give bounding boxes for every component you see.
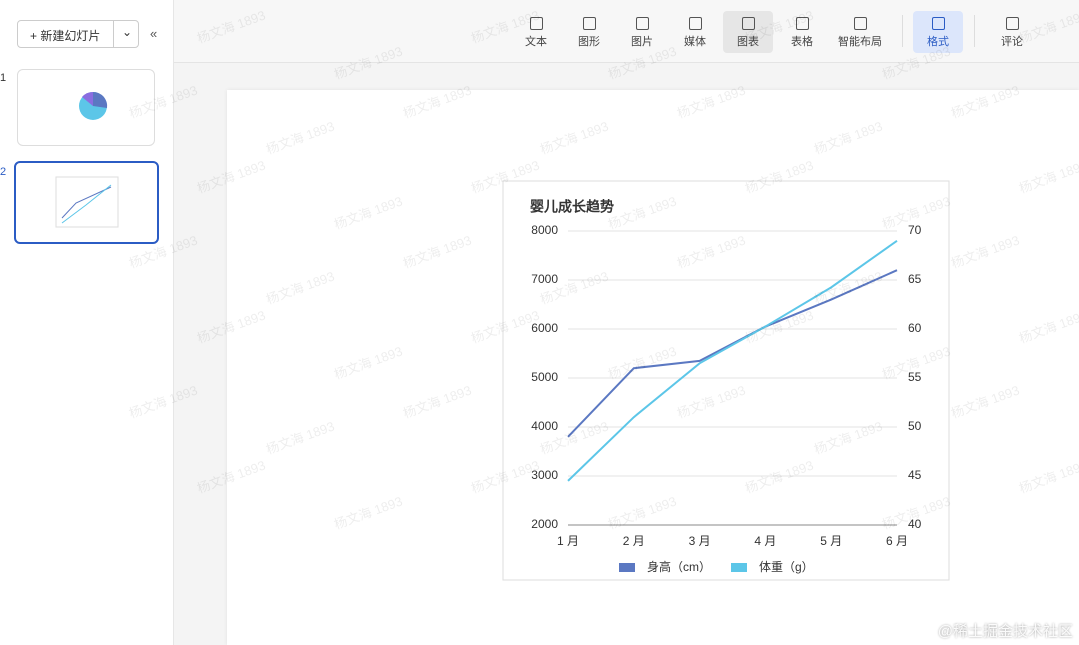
x-tick-label: 2 月 [623, 534, 645, 548]
watermark: 杨文海 1893 [127, 382, 199, 421]
slide-thumb-active[interactable] [14, 161, 159, 244]
watermark: 杨文海 1893 [880, 43, 952, 82]
watermark: 杨文海 1893 [195, 7, 267, 46]
x-tick-label: 6 月 [886, 534, 908, 548]
watermark: 杨文海 1893 [127, 232, 199, 271]
collapse-button[interactable]: « [150, 26, 158, 41]
y2-tick-label: 65 [908, 272, 922, 286]
toolbar-button[interactable]: 图片 [617, 11, 667, 53]
watermark: 杨文海 1893 [195, 157, 267, 196]
new-slide-button[interactable]: + 新建幻灯片 ⌄ [17, 20, 139, 48]
watermark: 杨文海 1893 [401, 232, 473, 271]
x-tick-label: 5 月 [820, 534, 842, 548]
watermark: 杨文海 1893 [949, 232, 1021, 271]
toolbar-button[interactable]: 图表 [723, 11, 773, 53]
toolbar-button[interactable]: 格式 [913, 11, 963, 53]
watermark: 杨文海 1893 [401, 382, 473, 421]
toolbar-button[interactable]: 表格 [777, 11, 827, 53]
toolbar-label[interactable]: 图片 [631, 36, 653, 48]
y-tick-label: 4000 [531, 419, 558, 433]
slide-thumb[interactable] [17, 69, 155, 146]
toolbar-button[interactable]: 评论 [987, 11, 1037, 53]
watermark: 杨文海 1893 [264, 418, 336, 457]
watermark: 杨文海 1893 [195, 307, 267, 346]
watermark: 杨文海 1893 [538, 118, 610, 157]
legend-swatch [619, 563, 635, 572]
y-tick-label: 3000 [531, 468, 558, 482]
watermark: 杨文海 1893 [332, 493, 404, 532]
watermark: 杨文海 1893 [743, 7, 815, 46]
slide-panel: + 新建幻灯片 ⌄ « 1 2 [0, 0, 174, 645]
toolbar-label[interactable]: 文本 [525, 36, 547, 48]
watermark: 杨文海 1893 [264, 268, 336, 307]
y-tick-label: 8000 [531, 223, 558, 237]
y-tick-label: 2000 [531, 517, 558, 531]
toolbar: 文本 图形 图片 媒体 图表 表格 智能布局 格式 评论 [174, 0, 1079, 63]
y2-tick-label: 45 [908, 468, 922, 482]
y-tick-label: 7000 [531, 272, 558, 286]
watermark: 杨文海 1893 [264, 118, 336, 157]
y2-tick-label: 40 [908, 517, 922, 531]
toolbar-button[interactable]: 图形 [564, 11, 614, 53]
toolbar-button[interactable]: 媒体 [670, 11, 720, 53]
watermark: 杨文海 1893 [949, 82, 1021, 121]
toolbar-label[interactable]: 图表 [737, 36, 759, 48]
legend-label: 体重（g） [759, 560, 814, 574]
x-tick-label: 1 月 [557, 534, 579, 548]
watermark: 杨文海 1893 [1017, 7, 1079, 46]
watermark: 杨文海 1893 [1017, 457, 1079, 496]
y2-tick-label: 50 [908, 419, 922, 433]
line-series [567, 269, 898, 438]
chart-title: 婴儿成长趋势 [530, 199, 614, 215]
watermark: 杨文海 1893 [1017, 157, 1079, 196]
watermark: 杨文海 1893 [401, 82, 473, 121]
y2-tick-label: 70 [908, 223, 922, 237]
watermark: 杨文海 1893 [332, 343, 404, 382]
toolbar-label[interactable]: 媒体 [684, 36, 706, 48]
toolbar-label[interactable]: 图形 [578, 36, 600, 48]
x-tick-label: 3 月 [689, 534, 711, 548]
y2-tick-label: 55 [908, 370, 922, 384]
watermark: 杨文海 1893 [812, 118, 884, 157]
watermark: 杨文海 1893 [195, 457, 267, 496]
toolbar-label[interactable]: 评论 [1001, 36, 1023, 48]
watermark: 杨文海 1893 [675, 82, 747, 121]
legend-swatch [731, 563, 747, 572]
watermark: 杨文海 1893 [1017, 307, 1079, 346]
new-slide-text[interactable]: 新建幻灯片 [40, 29, 101, 43]
toolbar-label[interactable]: 智能布局 [838, 36, 882, 48]
watermark: 杨文海 1893 [332, 43, 404, 82]
credit: @稀土掘金技术社区 [937, 623, 1073, 640]
y-tick-label: 6000 [531, 321, 558, 335]
legend-label: 身高（cm） [647, 559, 711, 574]
slide-number: 1 [0, 72, 7, 84]
line-series [567, 239, 898, 482]
x-tick-label: 4 月 [754, 534, 776, 548]
watermark: 杨文海 1893 [469, 7, 541, 46]
watermark: 杨文海 1893 [332, 193, 404, 232]
y-tick-label: 5000 [531, 370, 558, 384]
chart-frame [502, 180, 950, 581]
new-slide-label[interactable]: + 新建幻灯片 [30, 29, 101, 43]
toolbar-button[interactable]: 智能布局 [835, 11, 885, 53]
watermark: 杨文海 1893 [606, 43, 678, 82]
watermark: 杨文海 1893 [127, 82, 199, 121]
watermark: 杨文海 1893 [949, 382, 1021, 421]
y2-tick-label: 60 [908, 321, 922, 335]
slide-number: 2 [0, 166, 7, 178]
toolbar-button[interactable]: 文本 [511, 11, 561, 53]
toolbar-label[interactable]: 表格 [791, 36, 813, 48]
toolbar-label[interactable]: 格式 [927, 36, 949, 48]
